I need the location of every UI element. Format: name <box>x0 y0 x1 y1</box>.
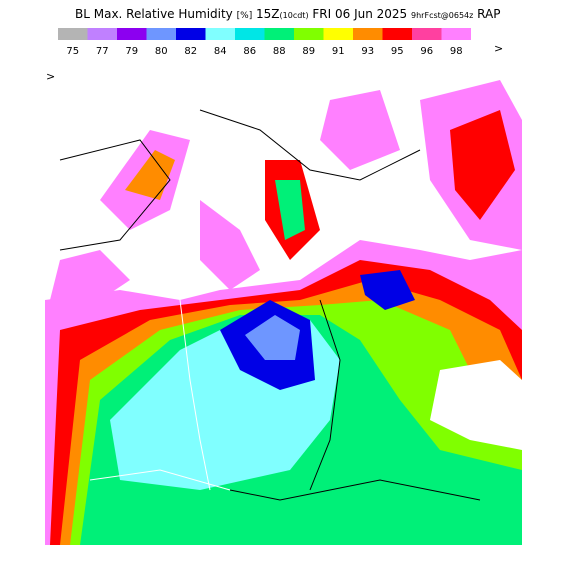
map-marker: > <box>46 70 55 83</box>
legend-swatch <box>205 28 235 40</box>
legend-label: 79 <box>125 46 138 57</box>
legend-label: 89 <box>302 46 315 57</box>
legend-label: 77 <box>96 46 109 57</box>
legend-label: 84 <box>214 46 227 57</box>
legend-swatch <box>146 28 176 40</box>
legend-swatch <box>382 28 412 40</box>
humidity-98 <box>320 90 400 170</box>
legend-swatch <box>58 28 88 40</box>
legend-label: 75 <box>66 46 79 57</box>
humidity-95 <box>450 110 515 220</box>
legend-swatch <box>176 28 206 40</box>
legend-label: 86 <box>243 46 256 57</box>
legend-label: 91 <box>332 46 345 57</box>
legend-label: 93 <box>361 46 374 57</box>
humidity-80 <box>245 315 300 360</box>
humidity-93 <box>125 150 175 200</box>
humidity-98 <box>200 200 260 290</box>
humidity-82 <box>360 270 415 310</box>
legend-label: 82 <box>184 46 197 57</box>
legend-swatch <box>87 28 117 40</box>
legend-label: 96 <box>420 46 433 57</box>
boundary-lines <box>59 109 481 501</box>
title: BL Max. Relative Humidity [%] 15Z(10cdt)… <box>75 7 500 21</box>
legend-label: 80 <box>155 46 168 57</box>
humidity-88 <box>275 180 305 240</box>
map: > <box>45 68 522 545</box>
legend-label: 88 <box>273 46 286 57</box>
legend: 75 77 79 80 82 84 86 88 89 91 93 95 96 98 <box>58 28 471 57</box>
legend-swatch <box>412 28 442 40</box>
legend-swatch <box>353 28 383 40</box>
dry-area <box>430 360 522 450</box>
state-lines <box>89 299 231 491</box>
legend-swatch <box>441 28 471 40</box>
legend-swatch <box>294 28 324 40</box>
legend-swatch <box>117 28 147 40</box>
legend-more: > <box>494 42 503 55</box>
legend-swatch <box>323 28 353 40</box>
humidity-98 <box>50 250 130 300</box>
legend-swatch <box>264 28 294 40</box>
legend-label: 95 <box>391 46 404 57</box>
legend-swatch <box>235 28 265 40</box>
legend-label: 98 <box>450 46 463 57</box>
